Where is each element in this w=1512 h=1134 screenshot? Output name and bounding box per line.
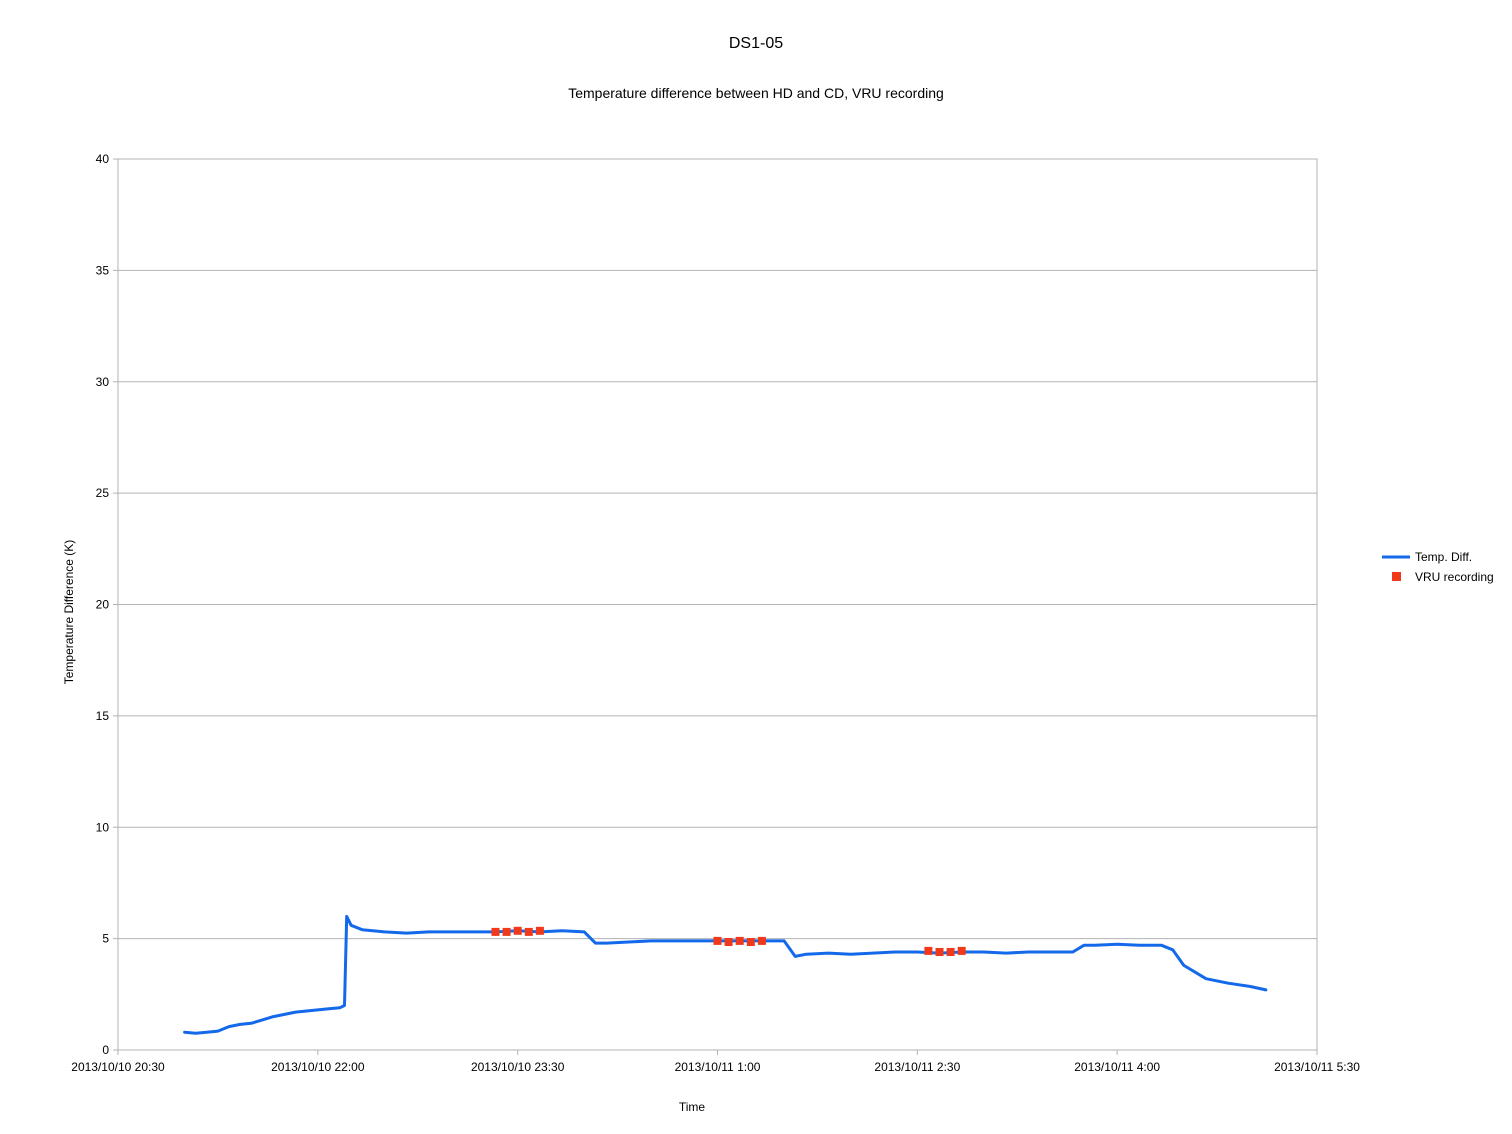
vru-recording-marker: [946, 948, 955, 956]
y-tick-label: 0: [102, 1043, 109, 1057]
vru-recording-marker: [935, 948, 944, 956]
y-tick-label: 40: [96, 152, 110, 166]
x-tick-label: 2013/10/10 20:30: [71, 1060, 165, 1074]
y-tick-label: 30: [96, 375, 110, 389]
legend-label-vru-recording: VRU recording: [1415, 570, 1494, 584]
x-tick-label: 2013/10/11 5:30: [1274, 1060, 1360, 1074]
y-tick-label: 25: [96, 486, 110, 500]
y-tick-label: 5: [102, 932, 109, 946]
vru-recording-marker: [924, 946, 933, 955]
series-layer: [183, 914, 1268, 1035]
legend-label-temp-diff: Temp. Diff.: [1415, 550, 1472, 564]
x-tick-label: 2013/10/11 4:00: [1074, 1060, 1160, 1074]
vru-recording-marker: [502, 927, 511, 936]
vru-recording-marker: [535, 926, 544, 935]
x-axis-title: Time: [679, 1100, 706, 1114]
y-tick-label: 20: [96, 598, 110, 612]
x-tick-label: 2013/10/11 2:30: [874, 1060, 960, 1074]
x-tick-label: 2013/10/10 23:30: [471, 1060, 565, 1074]
y-tick-label: 10: [96, 820, 110, 834]
chart-subtitle: Temperature difference between HD and CD…: [568, 85, 944, 101]
chart-title: DS1-05: [729, 35, 783, 52]
y-axis-title: Temperature Difference (K): [62, 540, 76, 685]
x-tick-label: 2013/10/10 22:00: [271, 1060, 365, 1074]
vru-recording-marker: [757, 936, 766, 945]
y-tick-label: 35: [96, 263, 110, 277]
vru-recording-marker: [957, 946, 966, 955]
y-tick-label: 15: [96, 709, 110, 723]
vru-recording-marker: [713, 936, 722, 945]
vru-recording-marker: [724, 938, 733, 946]
vru-recording-marker: [513, 926, 522, 935]
series-line-temp-diff: [183, 914, 1268, 1035]
vru-recording-marker: [735, 936, 744, 945]
legend: Temp. Diff. VRU recording: [1382, 550, 1494, 584]
legend-swatch-vru-recording: [1392, 572, 1401, 581]
x-axis: 2013/10/10 20:30 2013/10/10 22:00 2013/10/…: [71, 1050, 1360, 1074]
x-tick-label: 2013/10/11 1:00: [675, 1060, 761, 1074]
vru-recording-marker: [491, 927, 500, 936]
vru-recording-marker: [524, 927, 533, 936]
y-axis: 0 5 10 15 20 25 30 35 40: [96, 152, 118, 1057]
vru-recording-marker: [746, 938, 755, 946]
